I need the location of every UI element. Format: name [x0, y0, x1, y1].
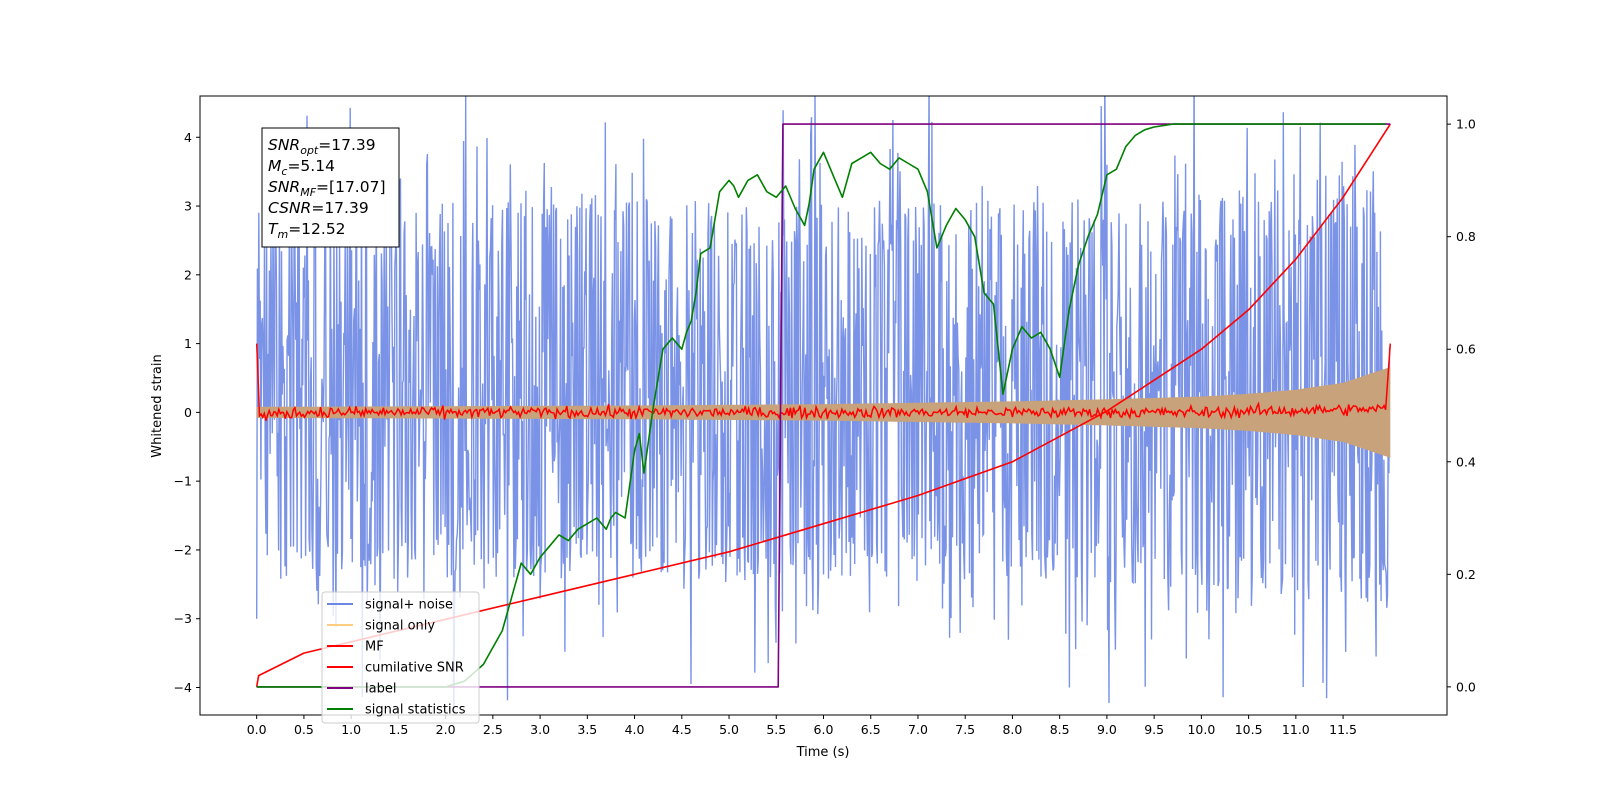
annotation-line: SNRopt=17.39 — [268, 136, 376, 157]
x-tick-label: 5.0 — [719, 722, 739, 737]
stats-annotation: SNRopt=17.39Mc=5.14SNRMF=[17.07]CSNR=17.… — [261, 127, 400, 248]
y2-tick-label: 0.4 — [1456, 454, 1476, 469]
y-tick-label: −4 — [174, 680, 192, 695]
x-tick-label: 4.0 — [625, 722, 645, 737]
x-tick-label: 10.0 — [1187, 722, 1215, 737]
x-tick-label: 5.5 — [766, 722, 786, 737]
x-tick-label: 11.5 — [1329, 722, 1357, 737]
y-tick-label: 0 — [184, 405, 192, 420]
annotation-line: CSNR=17.39 — [268, 199, 369, 217]
legend: signal+ noise signal only MF cumilative SNR… — [321, 591, 480, 724]
y-tick-label: 3 — [184, 199, 192, 214]
legend-label: MF — [365, 640, 384, 655]
y-tick-label: 1 — [184, 336, 192, 351]
x-tick-label: 2.0 — [436, 722, 456, 737]
y2-tick-label: 0.0 — [1456, 679, 1476, 694]
x-tick-label: 6.5 — [861, 722, 881, 737]
x-axis-title: Time (s) — [796, 745, 850, 760]
series-signal-statistics — [256, 123, 1386, 688]
annotation-line: Mc=5.14 — [268, 157, 335, 178]
y2-tick-label: 1.0 — [1456, 117, 1476, 132]
x-tick-label: 1.0 — [341, 722, 361, 737]
x-tick-label: 11.0 — [1282, 722, 1310, 737]
x-tick-label: 7.5 — [955, 722, 975, 737]
x-tick-label: 10.5 — [1235, 722, 1263, 737]
x-tick-label: 6.0 — [814, 722, 834, 737]
legend-label: signal statistics — [365, 703, 466, 718]
y-tick-label: 2 — [184, 267, 192, 282]
series-mf — [255, 343, 1392, 421]
annotation-line: Tm=12.52 — [268, 220, 346, 241]
y2-tick-label: 0.2 — [1456, 567, 1476, 582]
legend-label: signal only — [365, 619, 435, 634]
x-tick-label: 3.5 — [577, 722, 597, 737]
x-tick-label: 8.5 — [1050, 722, 1070, 737]
x-tick-label: 0.0 — [247, 722, 267, 737]
x-tick-label: 7.0 — [908, 722, 928, 737]
legend-label: cumilative SNR — [365, 661, 464, 676]
annotation-frame — [261, 127, 400, 248]
series-label — [256, 123, 1391, 688]
series-signal-noise — [256, 96, 1391, 715]
x-tick-label: 0.5 — [294, 722, 314, 737]
x-tick-label: 9.5 — [1144, 722, 1164, 737]
x-tick-label: 4.5 — [672, 722, 692, 737]
annotation-line: SNRMF=[17.07] — [268, 178, 386, 199]
x-tick-label: 8.0 — [1002, 722, 1022, 737]
y-tick-label: −1 — [174, 474, 192, 489]
x-tick-label: 9.0 — [1097, 722, 1117, 737]
y-axis-title: Whitened strain — [150, 354, 165, 457]
y-axis-right: 1.0 0.8 0.6 0.4 0.2 0.0 — [1447, 117, 1476, 694]
legend-label: signal+ noise — [365, 598, 453, 613]
y2-tick-label: 0.6 — [1456, 342, 1476, 357]
x-tick-label: 3.0 — [530, 722, 550, 737]
y-axis-left: 4 3 2 1 0 −1 −2 −3 −4 — [174, 130, 200, 695]
x-tick-label: 2.5 — [483, 722, 503, 737]
y-tick-label: −3 — [174, 611, 192, 626]
y-tick-label: 4 — [184, 130, 192, 145]
x-tick-label: 1.5 — [388, 722, 408, 737]
legend-label: label — [365, 682, 396, 697]
legend-frame — [321, 591, 480, 724]
y2-tick-label: 0.8 — [1456, 229, 1476, 244]
y-tick-label: −2 — [174, 542, 192, 557]
x-axis: 0.0 0.5 1.0 1.5 2.0 2.5 3.0 3.5 4.0 4.5 5.0 5.5 6.0 6… — [247, 715, 1357, 737]
